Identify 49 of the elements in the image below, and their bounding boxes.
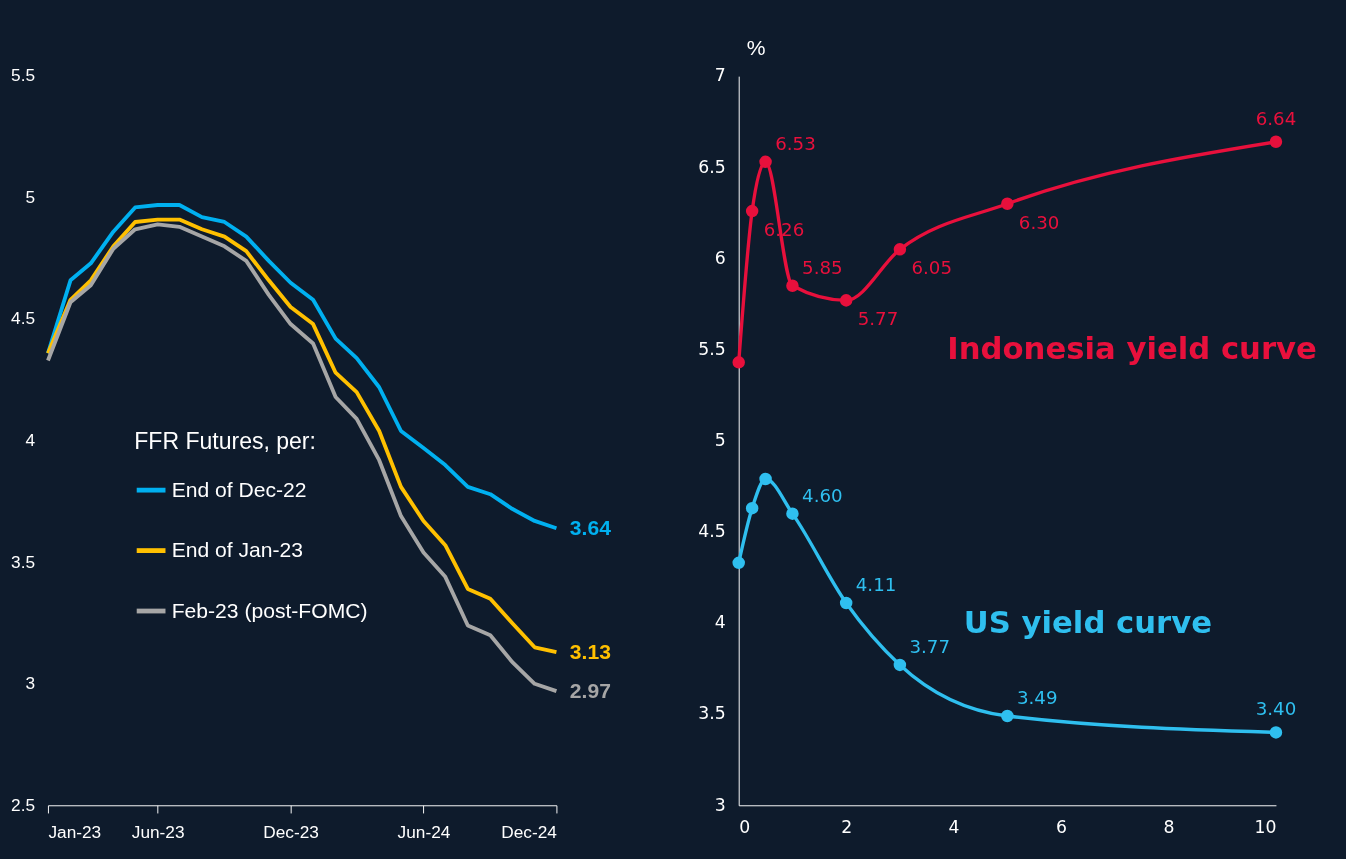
data-label: 6.53: [775, 133, 816, 155]
y-tick-label: 5: [714, 430, 726, 451]
data-label: 4.60: [802, 485, 843, 507]
y-tick-label: 3: [714, 794, 726, 815]
data-label: 5.77: [857, 308, 899, 330]
x-tick-label: Dec-23: [263, 822, 319, 843]
data-label: 3.49: [1016, 687, 1058, 709]
y-tick-label: 2.5: [11, 794, 36, 815]
text: Indonesia yield curve: [947, 331, 1317, 367]
legend-label: Feb-23 (post-FOMC): [171, 598, 368, 622]
legend-label: End of Dec-22: [171, 477, 307, 501]
legend-label: End of Jan-23: [171, 538, 304, 562]
x-tick-label: 4: [948, 816, 960, 837]
y-tick-label: 5.5: [11, 65, 36, 86]
y-tick-label: 3.5: [11, 551, 36, 572]
x-tick-label: Jun-23: [131, 822, 185, 843]
y-tick-label: 4: [714, 612, 726, 633]
data-label: 2.97: [569, 678, 611, 702]
x-tick-label: Jun-24: [397, 822, 451, 843]
x-tick-label: Jan-23: [48, 822, 102, 843]
data-label: 3.13: [569, 639, 611, 663]
x-tick-label: Dec-24: [501, 822, 558, 843]
y-tick-label: 6.5: [698, 156, 726, 177]
data-label: 6.64: [1255, 107, 1297, 129]
text: US yield curve: [963, 604, 1213, 640]
data-label: 6.30: [1018, 211, 1060, 233]
x-tick-label: 8: [1163, 816, 1175, 837]
data-label: 6.05: [911, 257, 952, 279]
y-tick-label: 6: [714, 247, 726, 268]
y-tick-label: 7: [714, 65, 726, 86]
data-label: 4.11: [855, 574, 897, 596]
legend-title: FFR Futures, per:: [134, 428, 316, 455]
x-tick-label: 2: [841, 816, 853, 837]
data-label: 3.64: [569, 515, 612, 539]
x-tick-label: 6: [1056, 816, 1068, 837]
y-tick-label: 3: [25, 673, 36, 694]
x-tick-label: 0: [739, 816, 751, 837]
y-axis-title: %: [746, 35, 766, 59]
x-tick-label: 10: [1254, 816, 1277, 837]
line-series: [46, 203, 559, 531]
y-tick-label: 5: [25, 186, 36, 207]
y-tick-label: 4.5: [11, 308, 36, 329]
data-label: 3.40: [1255, 698, 1297, 720]
data-label: 3.77: [909, 636, 951, 658]
y-tick-label: 5.5: [698, 338, 726, 359]
y-tick-label: 3.5: [698, 703, 726, 724]
y-tick-label: 4: [25, 430, 36, 451]
data-label: 5.85: [802, 257, 843, 279]
y-tick-label: 4.5: [698, 521, 726, 542]
